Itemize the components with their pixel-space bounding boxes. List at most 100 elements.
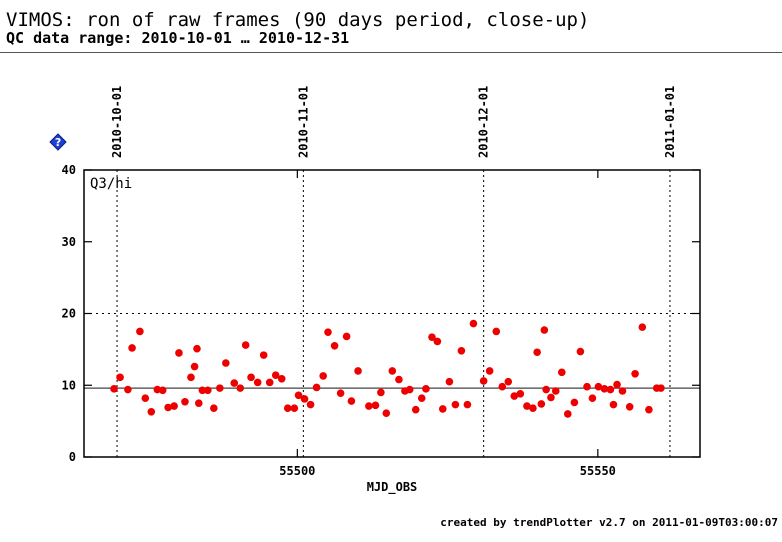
data-point <box>438 405 447 413</box>
chart-subtitle: QC data range: 2010-10-01 … 2010-12-31 <box>6 29 350 47</box>
data-point <box>277 374 286 383</box>
data-point <box>259 351 268 359</box>
data-point <box>533 348 541 357</box>
data-point <box>236 384 245 392</box>
data-point <box>570 398 579 407</box>
data-point <box>230 379 239 387</box>
data-point <box>116 373 124 382</box>
date-marker-label: 2010-12-01 <box>477 86 491 158</box>
data-point <box>433 337 442 346</box>
x-axis-label: MJD_OBS <box>367 480 418 495</box>
data-point <box>136 327 144 336</box>
data-point <box>241 341 250 349</box>
data-point <box>330 341 339 350</box>
data-point <box>216 384 224 392</box>
data-point <box>485 367 494 375</box>
data-point <box>613 380 621 389</box>
data-point <box>300 395 309 403</box>
x-tick-label: 55500 <box>279 464 315 478</box>
data-point <box>469 319 478 328</box>
data-point <box>253 378 262 387</box>
data-point <box>365 402 373 410</box>
data-point <box>342 332 351 341</box>
data-point <box>479 377 488 385</box>
help-icon-diamond <box>49 133 67 151</box>
data-point <box>312 383 321 392</box>
chart-grid <box>84 170 700 457</box>
data-point <box>583 382 591 391</box>
data-point <box>347 397 356 405</box>
date-marker-label: 2010-10-01 <box>110 86 124 158</box>
data-point <box>194 399 203 407</box>
data-point <box>492 327 501 336</box>
help-icon[interactable]: ? <box>49 133 67 151</box>
data-point <box>395 375 403 384</box>
data-point <box>411 405 420 414</box>
y-tick-label: 30 <box>62 235 76 249</box>
data-point <box>428 333 436 341</box>
data-point <box>618 387 627 395</box>
date-marker-label: 2011-01-01 <box>663 86 677 158</box>
data-point <box>147 407 156 416</box>
data-point <box>551 387 560 395</box>
data-point <box>210 404 218 413</box>
data-point <box>600 385 609 393</box>
panel-label: Q3/hi <box>90 176 132 192</box>
data-point <box>170 402 178 410</box>
data-point <box>542 385 550 394</box>
data-point <box>516 390 525 398</box>
data-point <box>576 347 585 356</box>
chart-title: VIMOS: ron of raw frames (90 days period… <box>6 9 590 31</box>
data-point <box>324 328 332 336</box>
data-point <box>609 400 618 409</box>
data-point <box>354 367 362 375</box>
data-point <box>319 372 327 380</box>
data-point <box>271 371 280 380</box>
data-point <box>193 344 201 353</box>
data-point <box>204 386 212 395</box>
data-point <box>141 394 150 402</box>
y-tick-label: 10 <box>62 378 76 392</box>
data-point <box>606 385 615 394</box>
data-point <box>657 384 665 392</box>
data-point <box>290 404 299 413</box>
data-point <box>247 373 255 382</box>
data-point <box>110 385 118 393</box>
data-point <box>187 373 195 382</box>
data-point <box>463 400 472 409</box>
data-point <box>529 404 537 413</box>
footer-credit: created by trendPlotter v2.7 on 2011-01-… <box>440 516 778 529</box>
data-point <box>306 400 315 409</box>
data-point <box>498 382 507 391</box>
data-point <box>388 367 397 375</box>
data-point <box>158 386 167 395</box>
data-point <box>294 391 303 400</box>
chart-header: VIMOS: ron of raw frames (90 days period… <box>6 10 589 47</box>
data-point <box>457 347 466 355</box>
data-point <box>638 323 647 331</box>
data-point <box>422 385 430 393</box>
data-point <box>164 403 172 412</box>
data-point <box>557 368 566 377</box>
data-point <box>128 344 136 352</box>
data-point <box>504 377 513 386</box>
y-tick-label: 0 <box>69 450 76 464</box>
data-point <box>588 394 597 402</box>
data-point <box>405 385 414 394</box>
y-tick-label: 40 <box>62 163 76 177</box>
data-point <box>382 409 391 418</box>
data-point <box>222 359 230 367</box>
x-tick-label: 55550 <box>580 464 616 478</box>
data-point <box>190 362 199 371</box>
data-point <box>181 397 189 406</box>
data-point <box>594 382 603 391</box>
data-point <box>631 369 639 378</box>
data-point <box>547 393 555 402</box>
data-point <box>371 401 380 410</box>
data-point <box>175 349 183 357</box>
data-point <box>283 404 292 413</box>
data-point <box>124 385 132 394</box>
chart-marks <box>110 319 665 418</box>
chart-labels: 2010-10-01 2010-11-01 2010-12-01 2011-01-01… <box>49 86 677 495</box>
data-point <box>336 389 345 397</box>
